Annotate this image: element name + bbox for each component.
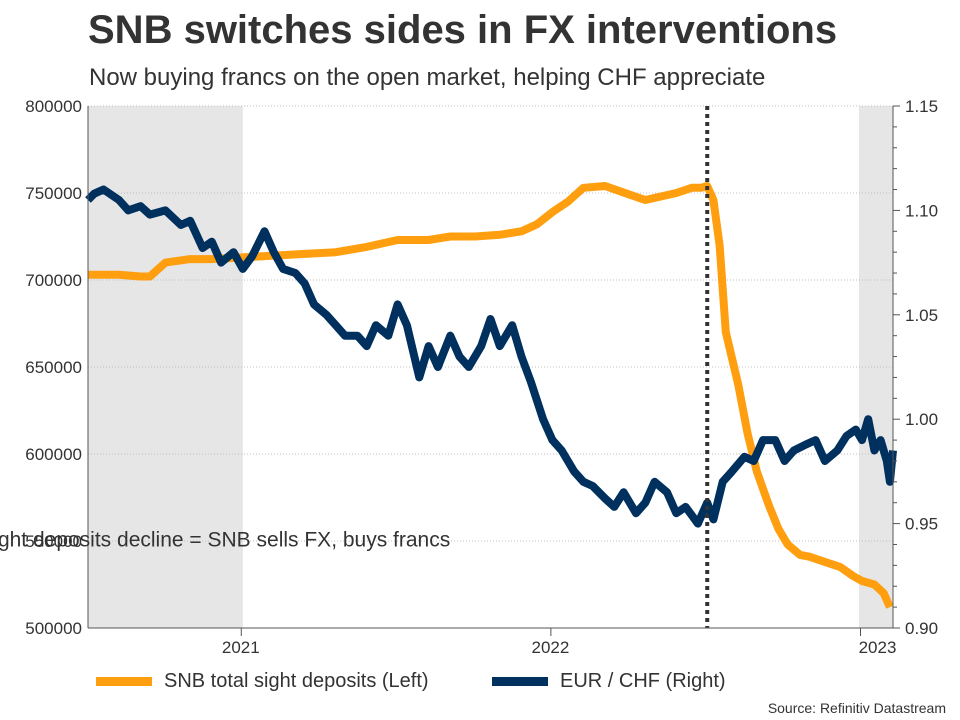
y-left-tick-label-6: 800000 <box>25 97 82 116</box>
x-tick-label-1: 2022 <box>532 638 570 657</box>
chart-subtitle: Now buying francs on the open market, he… <box>89 64 766 91</box>
series-line-eurchf <box>85 185 897 528</box>
y-left-tick-label-2: 600000 <box>25 445 82 464</box>
source-note: Source: Refinitiv Datastream <box>767 700 946 716</box>
y-right-tick-label-3: 1.05 <box>905 306 938 325</box>
x-tick-label-0: 2021 <box>222 638 260 657</box>
legend-label-eurchf: EUR / CHF (Right) <box>560 669 726 692</box>
y-right-tick-label-1: 0.95 <box>905 515 938 534</box>
y-right-tick-label-5: 1.15 <box>905 97 938 116</box>
shaded-region-1 <box>858 106 893 628</box>
y-left-tick-label-3: 650000 <box>25 358 82 377</box>
legend-item-deposits: SNB total sight deposits (Left) <box>96 666 429 696</box>
y-left-tick-label-5: 750000 <box>25 184 82 203</box>
annotation-text: Sight deposits decline = SNB sells FX, b… <box>0 528 450 551</box>
y-left-tick-label-4: 700000 <box>25 271 82 290</box>
y-left-tick-label-1: 550000 <box>25 532 82 551</box>
y-right-tick-label-4: 1.10 <box>905 201 938 220</box>
chart-title: SNB switches sides in FX interventions <box>88 8 838 52</box>
x-tick-label-2: 2023 <box>859 638 897 657</box>
y-left-tick-label-0: 500000 <box>25 619 82 638</box>
legend-swatch-deposits <box>96 676 152 686</box>
y-right-tick-label-2: 1.00 <box>905 410 938 429</box>
series-line-deposits <box>88 182 894 609</box>
legend-label-deposits: SNB total sight deposits (Left) <box>164 669 429 692</box>
y-right-tick-label-0: 0.90 <box>905 619 938 638</box>
legend-item-eurchf: EUR / CHF (Right) <box>492 666 726 696</box>
legend-swatch-eurchf <box>492 676 548 686</box>
